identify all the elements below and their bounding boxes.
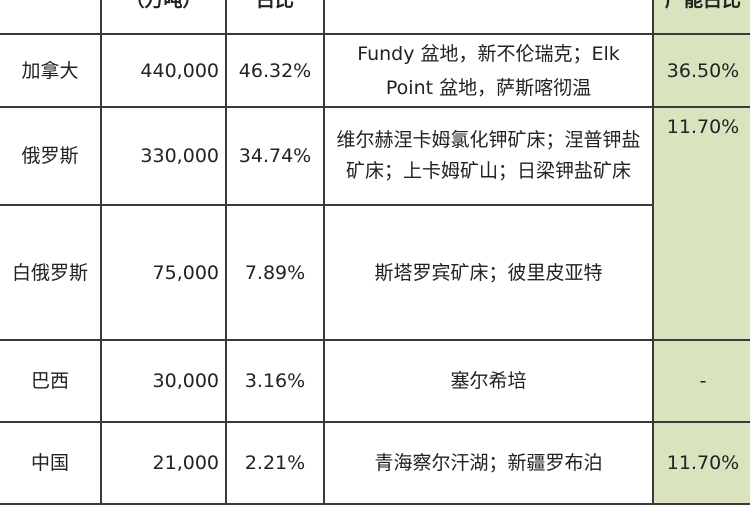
country-cell: 白俄罗斯	[0, 204, 102, 341]
deposits-cell: 斯塔罗宾矿床；彼里皮亚特	[323, 204, 654, 341]
share-cell: 46.32%	[225, 33, 325, 108]
header-capacity-share: 产能占比	[652, 0, 750, 35]
share-cell: 2.21%	[225, 421, 325, 505]
header-deposits	[323, 0, 654, 35]
header-share: 占比	[225, 0, 325, 35]
deposits-cell: Fundy 盆地，新不伦瑞克；Elk Point 盆地，萨斯喀彻温	[323, 33, 654, 108]
country-cell: 俄罗斯	[0, 106, 102, 206]
share-cell: 34.74%	[225, 106, 325, 206]
capacity-share-cell: -	[652, 339, 750, 423]
country-cell: 中国	[0, 421, 102, 505]
header-reserve: （万吨）	[100, 0, 227, 35]
reserve-cell: 21,000	[100, 421, 227, 505]
reserve-cell: 330,000	[100, 106, 227, 206]
capacity-share-cell: 11.70%	[652, 421, 750, 505]
reserve-cell: 440,000	[100, 33, 227, 108]
deposits-cell: 维尔赫涅卡姆氯化钾矿床；涅普钾盐矿床；上卡姆矿山；日梁钾盐矿床	[323, 106, 654, 206]
table-row: 中国 21,000 2.21% 青海察尔汗湖；新疆罗布泊 11.70%	[0, 421, 750, 505]
country-cell: 加拿大	[0, 33, 102, 108]
share-cell: 7.89%	[225, 204, 325, 341]
table-row: 巴西 30,000 3.16% 塞尔希培 -	[0, 339, 750, 423]
table-row: 俄罗斯 330,000 34.74% 维尔赫涅卡姆氯化钾矿床；涅普钾盐矿床；上卡…	[0, 106, 750, 341]
table-row: 加拿大 440,000 46.32% Fundy 盆地，新不伦瑞克；Elk Po…	[0, 33, 750, 108]
header-row: （万吨） 占比 产能占比	[0, 0, 750, 35]
deposits-cell: 青海察尔汗湖；新疆罗布泊	[323, 421, 654, 505]
reserve-cell: 75,000	[100, 204, 227, 341]
country-cell: 巴西	[0, 339, 102, 423]
share-cell: 3.16%	[225, 339, 325, 423]
capacity-share-cell: 11.70%	[652, 106, 750, 341]
header-country	[0, 0, 102, 35]
capacity-share-cell: 36.50%	[652, 33, 750, 108]
reserve-cell: 30,000	[100, 339, 227, 423]
deposits-cell: 塞尔希培	[323, 339, 654, 423]
table-row: 白俄罗斯 75,000 7.89% 斯塔罗宾矿床；彼里皮亚特	[0, 204, 750, 341]
